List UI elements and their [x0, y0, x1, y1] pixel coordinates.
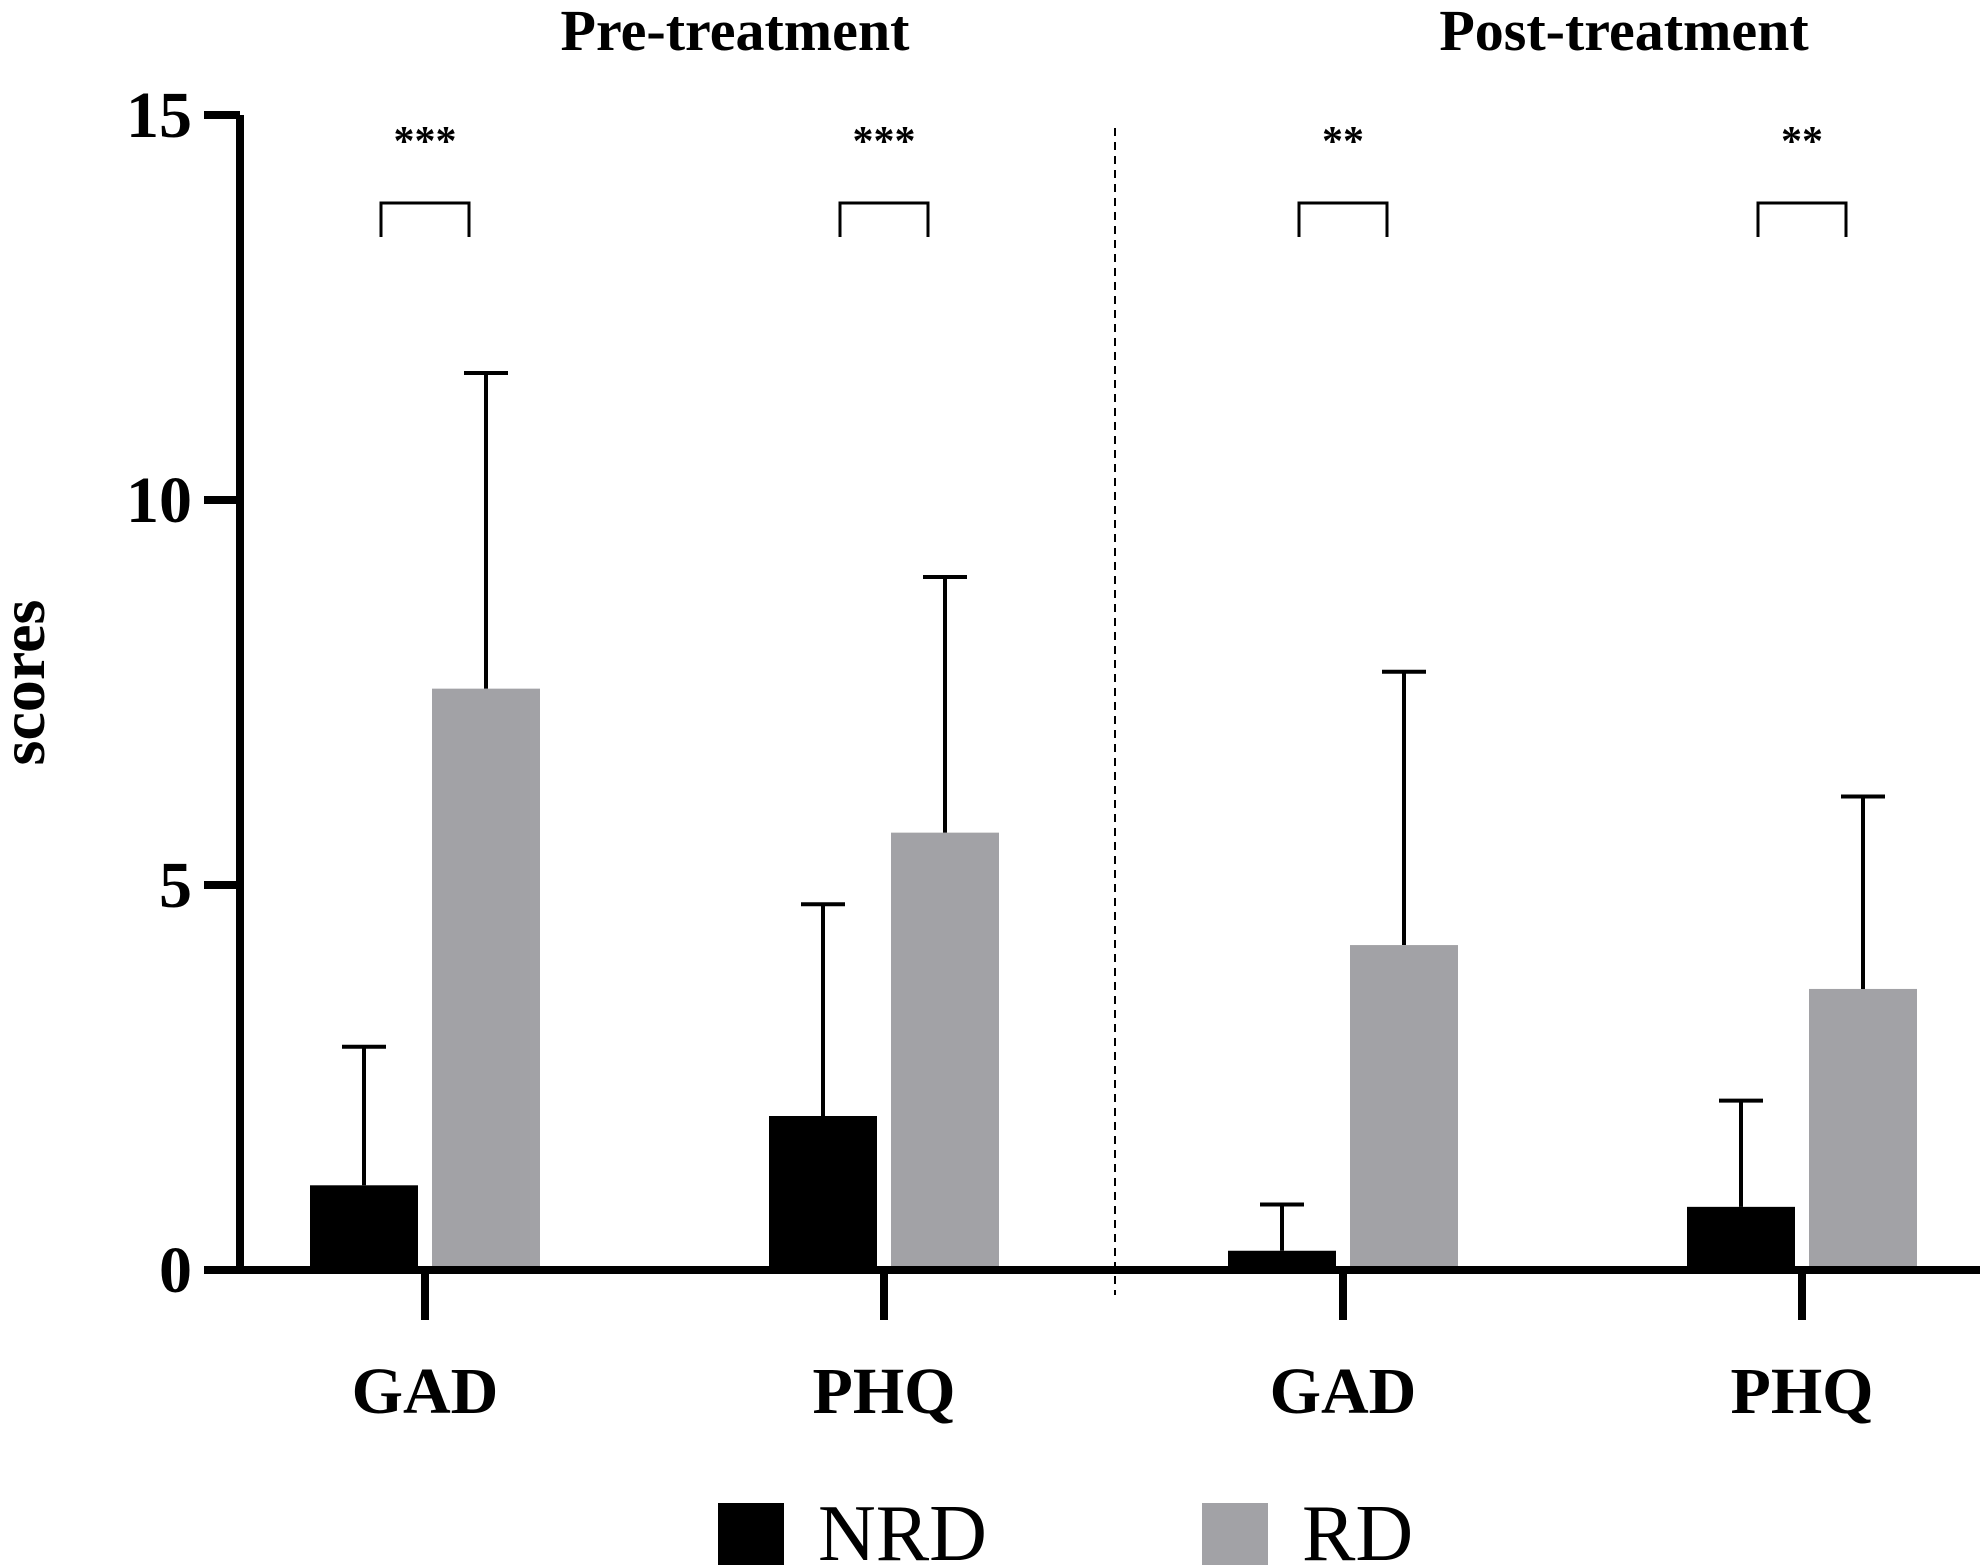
significance-bracket: [1297, 201, 1389, 237]
y-axis-label: scores: [0, 600, 58, 766]
y-tick-label: 0: [159, 1234, 192, 1307]
bar-nrd: [310, 1185, 418, 1270]
significance-label: **: [1781, 119, 1823, 165]
significance-label: ***: [394, 119, 457, 165]
bars: [310, 688, 1917, 1270]
y-tick-label: 10: [126, 464, 192, 537]
x-tick-label: PHQ: [813, 1355, 956, 1428]
legend: NRD RD: [718, 1490, 1413, 1567]
bar-rd: [1350, 945, 1458, 1270]
legend-label: NRD: [818, 1490, 987, 1567]
y-tick-label: 15: [126, 79, 192, 152]
error-bars: [342, 370, 1885, 1251]
bar-rd: [432, 688, 540, 1270]
significance-label: **: [1322, 119, 1364, 165]
panel-title: Post-treatment: [1439, 0, 1809, 63]
x-tick-label: GAD: [352, 1355, 499, 1428]
x-axis: GAD PHQ GAD PHQ: [236, 1266, 1980, 1428]
bar-rd: [891, 832, 999, 1270]
significance-markers: *** *** ** **: [379, 119, 1848, 237]
bar-nrd: [1228, 1250, 1336, 1270]
significance-bracket: [838, 201, 930, 237]
significance-label: ***: [853, 119, 916, 165]
significance-bracket: [1756, 201, 1848, 237]
y-tick-label: 5: [159, 849, 192, 922]
bar-rd: [1809, 988, 1917, 1270]
significance-bracket: [379, 201, 471, 237]
x-tick-label: GAD: [1270, 1355, 1417, 1428]
legend-label: RD: [1302, 1490, 1413, 1567]
panel-titles: Pre-treatment Post-treatment: [561, 0, 1810, 63]
x-tick-label: PHQ: [1731, 1355, 1874, 1428]
bar-nrd: [1687, 1206, 1795, 1270]
legend-swatch-nrd: [718, 1503, 784, 1565]
bar-nrd: [769, 1116, 877, 1270]
legend-swatch-rd: [1202, 1503, 1268, 1565]
panel-title: Pre-treatment: [561, 0, 911, 63]
y-axis: 0 5 10 15 scores: [0, 79, 1116, 1307]
